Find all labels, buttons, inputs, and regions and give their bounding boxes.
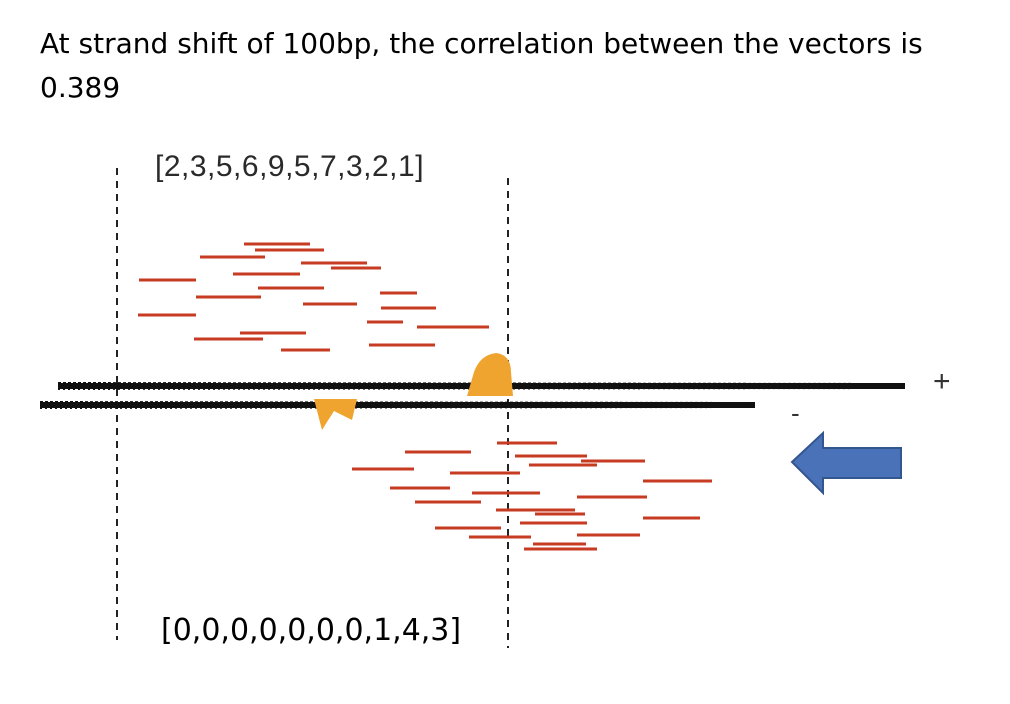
minus-strand-peak-marker	[314, 399, 357, 430]
minus-strand	[39, 401, 756, 409]
minus-strand-reads	[352, 441, 712, 551]
minus-strand-label: -	[791, 398, 800, 428]
left-arrow-icon	[790, 430, 902, 496]
plus-strand-label: +	[933, 365, 951, 398]
bottom-vector-label: [0,0,0,0,0,0,0,1,4,3]	[161, 613, 462, 648]
top-vector-label: [2,3,5,6,9,5,7,3,2,1]	[155, 150, 425, 183]
title-text: At strand shift of 100bp, the correlatio…	[40, 27, 923, 104]
plus-strand-reads	[138, 242, 489, 352]
plus-strand-peak-marker	[467, 353, 513, 396]
